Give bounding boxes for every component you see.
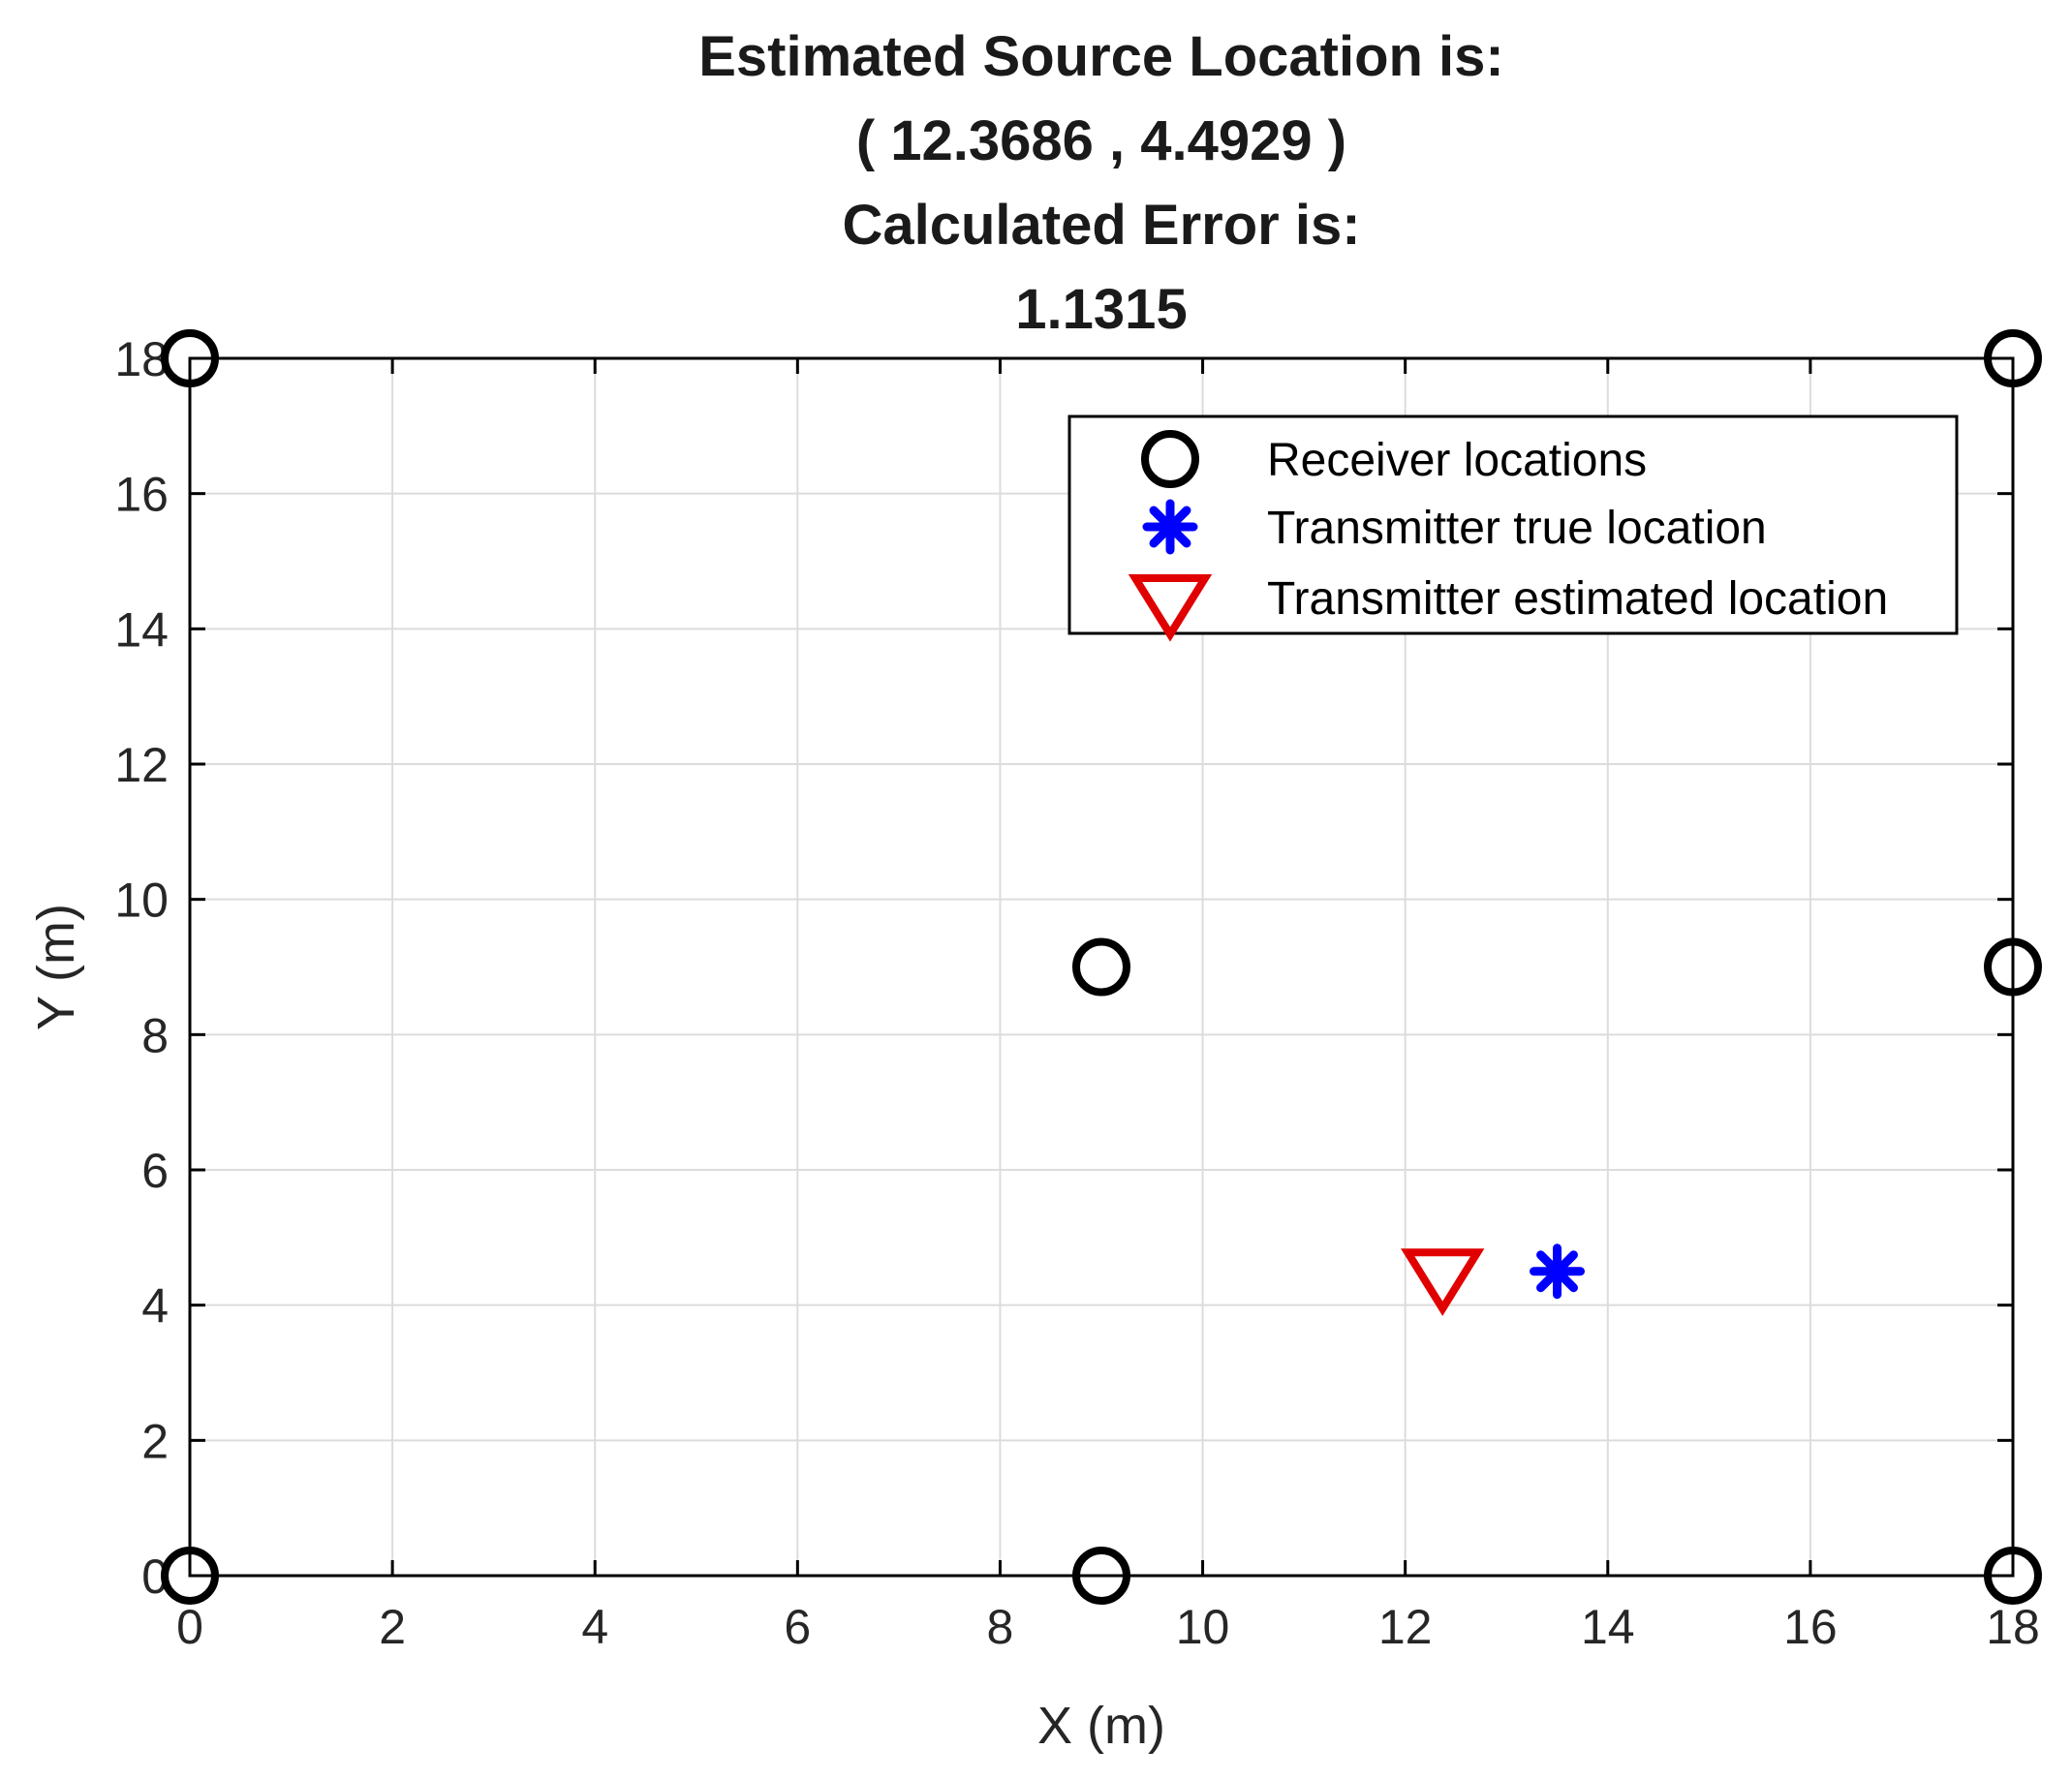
- x-tick-label: 18: [1986, 1600, 2040, 1654]
- y-tick-label: 16: [114, 468, 169, 522]
- y-tick-label: 2: [141, 1414, 169, 1468]
- series-triangle-down: [1401, 1248, 1485, 1316]
- x-axis-label: X (m): [1037, 1697, 1165, 1755]
- y-tick-label: 10: [114, 874, 169, 928]
- x-tick-label: 2: [379, 1600, 406, 1654]
- receiver-marker: [1984, 937, 2042, 997]
- legend-label: Transmitter estimated location: [1267, 573, 1888, 625]
- receiver-marker: [1984, 329, 2042, 387]
- y-tick-label: 6: [141, 1144, 169, 1198]
- y-tick-label: 8: [141, 1008, 169, 1062]
- receiver-marker: [1072, 1547, 1130, 1605]
- legend-estimated-location-marker: [1128, 574, 1213, 642]
- axis-ticks: [188, 356, 2015, 1578]
- x-tick-label: 6: [784, 1600, 811, 1654]
- legend-item: Receiver locations: [1141, 430, 1647, 488]
- estimated-location-marker: [1401, 1248, 1485, 1316]
- title-line-1: Estimated Source Location is:: [698, 25, 1504, 88]
- x-tick-label: 16: [1783, 1600, 1838, 1654]
- legend-true-location-marker: [1142, 499, 1198, 555]
- legend-item: Transmitter estimated location: [1128, 573, 1888, 642]
- x-tick-labels: 0 2 4 6 8 10 12 14 16 18: [176, 1600, 2040, 1654]
- receiver-marker: [161, 329, 219, 387]
- receiver-marker: [161, 1547, 219, 1605]
- true-location-marker-stroke: [1536, 1250, 1578, 1293]
- x-tick-label: 10: [1176, 1600, 1230, 1654]
- y-tick-label: 18: [114, 332, 169, 386]
- series-asterisk: [1530, 1243, 1585, 1300]
- legend-item: Transmitter true location: [1142, 499, 1767, 555]
- x-tick-label: 4: [581, 1600, 608, 1654]
- legend-box: [1067, 414, 1959, 635]
- data-markers: [161, 329, 2042, 1605]
- true-location-marker: [1530, 1243, 1585, 1300]
- y-tick-label: 12: [114, 738, 169, 792]
- legend-label: Receiver locations: [1267, 435, 1647, 486]
- title-line-4: 1.1315: [1015, 278, 1187, 341]
- y-tick-label: 4: [141, 1279, 169, 1334]
- legend-true-location-marker-stroke: [1149, 506, 1191, 548]
- legend-receiver-marker: [1141, 430, 1199, 488]
- x-tick-label: 8: [987, 1600, 1014, 1654]
- plot-frame: [188, 356, 2015, 1578]
- series-circle: [161, 329, 2042, 1605]
- title-line-2: ( 12.3686 , 4.4929 ): [856, 109, 1346, 172]
- y-tick-label: 14: [114, 602, 169, 657]
- legend-label: Transmitter true location: [1267, 503, 1767, 554]
- x-tick-label: 14: [1581, 1600, 1635, 1654]
- receiver-marker: [1984, 1547, 2042, 1605]
- title-line-3: Calculated Error is:: [842, 194, 1360, 257]
- x-tick-label: 0: [176, 1600, 203, 1654]
- chart-title: Estimated Source Location is: ( 12.3686 ,…: [698, 25, 1504, 341]
- receiver-marker: [1072, 937, 1130, 997]
- legend: Receiver locations Transmitter true locat…: [1067, 414, 1959, 642]
- x-tick-label: 12: [1378, 1600, 1433, 1654]
- y-axis-label: Y (m): [27, 904, 85, 1030]
